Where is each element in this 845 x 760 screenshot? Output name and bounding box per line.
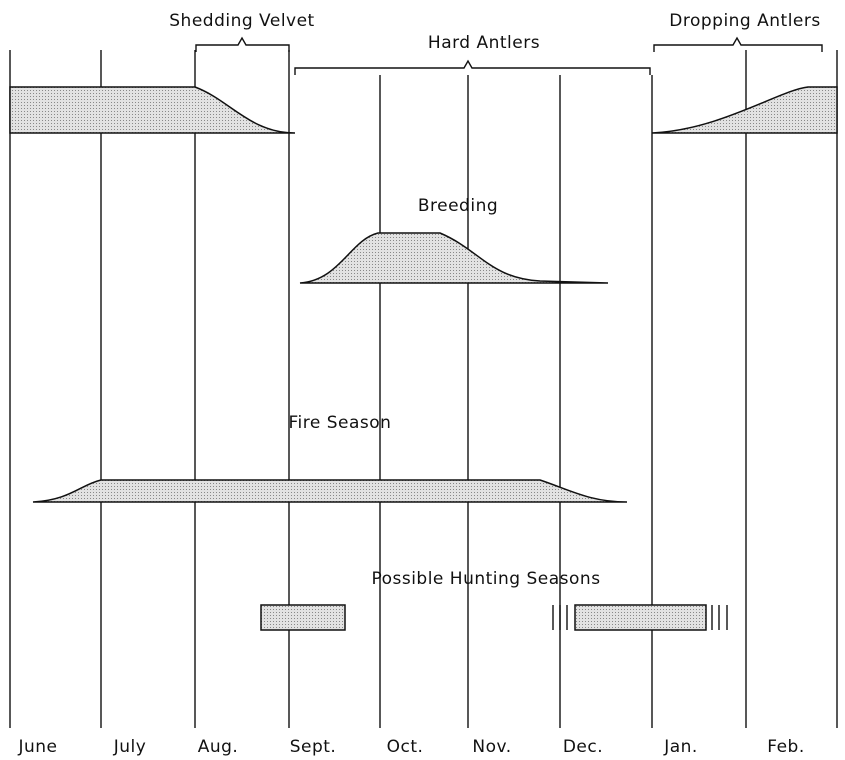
dropping-area <box>651 86 838 134</box>
label: Hard Antlers <box>428 33 540 53</box>
bracket <box>195 36 290 52</box>
month-label: Jan. <box>663 737 698 757</box>
velvet-area <box>9 86 296 134</box>
fire-area <box>32 479 628 503</box>
breeding-area <box>299 232 609 284</box>
label: Breeding <box>418 196 498 216</box>
month-label: Nov. <box>472 737 511 757</box>
month-label: Dec. <box>563 737 603 757</box>
label: Dropping Antlers <box>669 11 820 31</box>
hunting-box <box>260 604 346 631</box>
month-label: July <box>113 737 147 757</box>
month-label: Sept. <box>290 737 337 757</box>
month-label: Oct. <box>387 737 424 757</box>
label: Fire Season <box>289 413 392 433</box>
month-label: Feb. <box>767 737 805 757</box>
label: Possible Hunting Seasons <box>371 569 600 589</box>
label: Shedding Velvet <box>169 11 314 31</box>
bracket <box>294 59 651 75</box>
month-lines <box>9 50 838 728</box>
hunting-box <box>574 604 707 631</box>
month-label: June <box>17 737 57 757</box>
hunting-ticks <box>552 605 728 630</box>
month-labels: June July Aug. Sept. Oct. Nov. Dec. Jan. Feb. <box>17 737 804 757</box>
bracket <box>653 36 823 52</box>
month-label: Aug. <box>198 737 239 757</box>
